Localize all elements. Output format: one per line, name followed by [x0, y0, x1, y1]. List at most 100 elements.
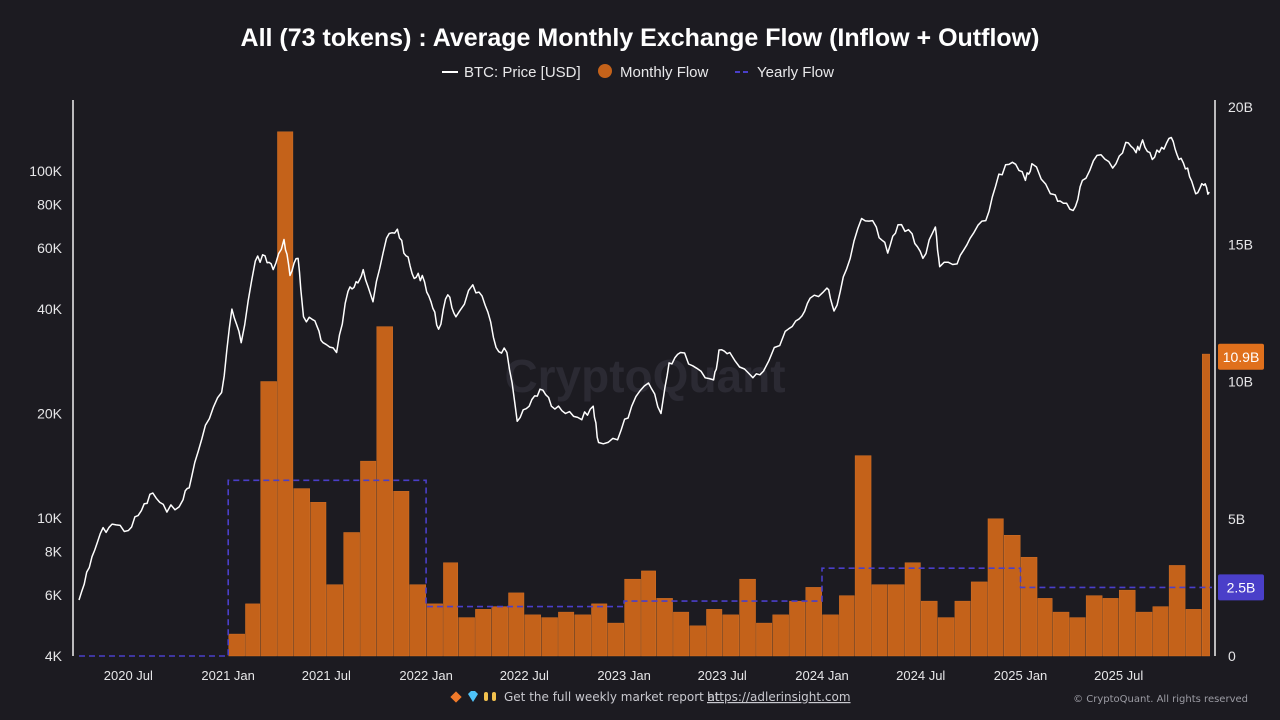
y-left-tick-label: 20K [37, 406, 63, 422]
x-tick-label: 2024 Jan [795, 668, 849, 683]
raised-hands-icon [484, 692, 496, 701]
x-tick-label: 2025 Jan [994, 668, 1048, 683]
monthly-flow-bar [756, 622, 773, 657]
badge-label: 10.9B [1223, 349, 1260, 365]
monthly-flow-bar [508, 592, 525, 657]
monthly-flow-bar [591, 603, 608, 657]
monthly-flow-bar [277, 131, 294, 657]
footer-link[interactable]: https://adlerinsight.com [707, 690, 851, 704]
monthly-flow-bar [871, 584, 888, 657]
y-left-tick-label: 80K [37, 197, 63, 213]
monthly-flow-bar [887, 584, 905, 657]
monthly-flow-bar [310, 502, 327, 657]
monthly-flow-bar [656, 598, 673, 657]
monthly-flow-bar [558, 611, 575, 657]
monthly-flow-bar [524, 614, 541, 657]
y-left-tick-label: 10K [37, 510, 63, 526]
y-right-tick-label: 10B [1228, 374, 1253, 390]
tick-labels: 4K 6K 8K 10K 20K 40K 60K 80K 100K 0 5B 10B 15B 20B 202… [29, 99, 1253, 683]
monthly-flow-bar [376, 326, 393, 657]
legend-label: Monthly Flow [620, 64, 709, 81]
monthly-flow-bar [722, 614, 739, 657]
monthly-flow-bar [1037, 598, 1053, 657]
monthly-flow-bar [937, 617, 955, 657]
y-left-tick-label: 4K [45, 648, 63, 664]
x-tick-label: 2022 Jan [399, 668, 453, 683]
x-tick-label: 2025 Jul [1094, 668, 1143, 683]
footer: Get the full weekly market report at htt… [450, 690, 1248, 705]
monthly-flow-bar [293, 488, 310, 657]
monthly-flow-bar [1020, 556, 1038, 657]
current-value-badge: 2.5B [1218, 574, 1264, 601]
monthly-flow-bar [245, 603, 261, 657]
monthly-flow-bar [326, 584, 344, 657]
btc-price-line [78, 136, 1210, 601]
monthly-flow-bar [673, 611, 690, 657]
y-left-tick-label: 8K [45, 544, 63, 560]
x-tick-label: 2020 Jul [104, 668, 153, 683]
badge-label: 2.5B [1227, 579, 1256, 595]
current-value-badge: 10.9B [1218, 343, 1264, 370]
monthly-flow-bar [393, 491, 410, 657]
monthly-flow-bar [1004, 535, 1021, 657]
legend: BTC: Price [USD] Monthly Flow Yearly Flow [442, 64, 834, 81]
legend-label: Yearly Flow [757, 64, 834, 81]
monthly-flow-bar [574, 614, 591, 657]
x-tick-label: 2023 Jul [698, 668, 747, 683]
monthly-flow-bar [1102, 598, 1119, 657]
monthly-flow-bar [1052, 611, 1070, 657]
y-left-tick-label: 40K [37, 301, 63, 317]
monthly-flow-bar [689, 625, 706, 657]
legend-label: BTC: Price [USD] [464, 64, 581, 81]
monthly-flow-bar [970, 581, 988, 657]
legend-item: Monthly Flow [598, 64, 709, 81]
monthly-flow-bar [491, 606, 508, 657]
legend-item: BTC: Price [USD] [442, 64, 581, 81]
chart-title: All (73 tokens) : Average Monthly Exchan… [241, 24, 1040, 52]
axes [72, 100, 1216, 656]
monthly-flow-bar [443, 562, 459, 657]
monthly-flow-bar [607, 622, 624, 657]
monthly-flow-bar [260, 381, 277, 657]
copyright: © CryptoQuant. All rights reserved [1073, 694, 1248, 705]
legend-dot-marker [598, 64, 612, 78]
y-right-tick-label: 20B [1228, 99, 1253, 115]
x-tick-label: 2021 Jan [201, 668, 255, 683]
watermark-text: CryptoQuant [504, 350, 785, 402]
monthly-flow-bar [541, 617, 558, 657]
monthly-flow-bar [706, 609, 723, 657]
yearly-flow-path [79, 479, 1212, 657]
x-tick-label: 2022 Jul [500, 668, 549, 683]
monthly-flow-bar [904, 562, 921, 657]
current-value-badges: 10.9B 2.5B [1218, 343, 1264, 601]
monthly-flow-bar [624, 578, 641, 657]
monthly-flow-bar [1168, 565, 1186, 657]
monthly-flow-bar [987, 518, 1004, 657]
badge-box [1218, 343, 1264, 370]
y-left-tick-label: 100K [29, 163, 62, 179]
legend-item: Yearly Flow [735, 64, 834, 81]
monthly-flow-bar [854, 455, 872, 657]
monthly-flow-bar [822, 614, 839, 657]
monthly-flow-bar [343, 532, 360, 657]
y-right-tick-label: 5B [1228, 511, 1245, 527]
yearly-flow-line [79, 479, 1212, 657]
monthly-flow-bar [641, 570, 656, 657]
btc-price-path [78, 136, 1210, 601]
y-right-tick-label: 0 [1228, 648, 1236, 664]
badge-box [1218, 574, 1264, 601]
monthly-flow-bar [1201, 353, 1210, 657]
monthly-flow-bar [1135, 611, 1153, 657]
monthly-flow-bar [409, 584, 427, 657]
monthly-flow-bar [360, 460, 377, 657]
monthly-flow-bar [458, 617, 475, 657]
watermark: CryptoQuant [504, 350, 785, 402]
footer-text: Get the full weekly market report at [504, 690, 720, 704]
x-tick-label: 2021 Jul [302, 668, 351, 683]
monthly-flow-bar [739, 578, 756, 657]
monthly-flow-bar [772, 614, 789, 657]
monthly-flow-bar [839, 595, 855, 657]
y-left-tick-label: 60K [37, 240, 63, 256]
x-tick-label: 2023 Jan [597, 668, 651, 683]
